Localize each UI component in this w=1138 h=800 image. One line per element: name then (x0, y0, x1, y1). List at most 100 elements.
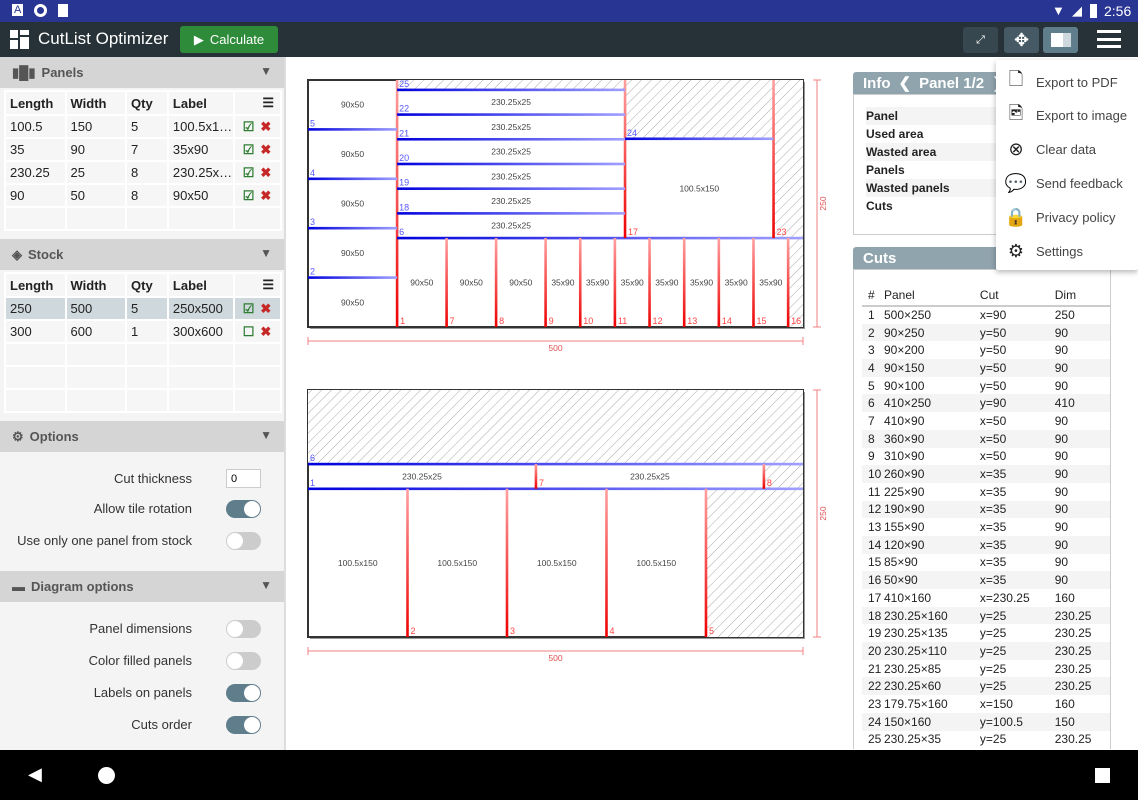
cell[interactable]: 230.25 (6, 162, 65, 183)
empty-cell[interactable] (66, 390, 126, 411)
checkbox-checked-icon[interactable]: ☑ (242, 187, 255, 203)
recents-icon[interactable] (1095, 768, 1110, 783)
cell[interactable]: 35x90 (168, 139, 233, 160)
cell[interactable]: 90 (66, 139, 126, 160)
empty-cell[interactable] (127, 344, 167, 365)
checkbox-checked-icon[interactable]: ☑ (242, 300, 255, 316)
delete-icon[interactable]: ✖ (260, 323, 272, 339)
empty-cell[interactable] (66, 208, 126, 229)
cell[interactable]: 300x600 (168, 321, 233, 342)
toggle-panel-button[interactable] (1043, 27, 1078, 53)
cell: 410×90 (884, 413, 925, 428)
cell: 230.25 (1054, 677, 1110, 696)
table-row[interactable]: 35 90 7 35x90 ☑ ✖ (6, 139, 280, 160)
delete-icon[interactable]: ✖ (260, 164, 272, 180)
cell[interactable]: 5 (127, 298, 167, 319)
delete-icon[interactable]: ✖ (260, 118, 272, 134)
prev-panel-button[interactable]: ❮ (898, 75, 912, 92)
diagram-option-toggle[interactable] (226, 716, 261, 734)
menu-button[interactable] (1097, 30, 1121, 48)
delete-icon[interactable]: ✖ (260, 141, 272, 157)
back-icon[interactable]: ◀ (28, 764, 42, 784)
panels-section-header[interactable]: ▮█▮ Panels ▼ (0, 57, 284, 88)
allow-rotation-toggle[interactable] (226, 500, 261, 518)
table-row[interactable]: 300 600 1 300x600 ☐ ✖ (6, 321, 280, 342)
menu-item[interactable]: 🗋 Export to PDF (996, 65, 1138, 99)
empty-cell[interactable] (66, 367, 126, 388)
menu-item[interactable]: 🖻 Export to image (996, 99, 1138, 133)
options-section-header[interactable]: ⚙ Options ▼ (0, 421, 284, 452)
cell[interactable]: 5 (127, 116, 167, 137)
diagram-options-section-header[interactable]: ▬ Diagram options ▼ (0, 571, 284, 602)
cell[interactable]: 230.25x… (168, 162, 233, 183)
diagram-option-toggle[interactable] (226, 620, 261, 638)
empty-cell[interactable] (6, 344, 65, 365)
empty-cell[interactable] (234, 208, 280, 229)
diagram-option-toggle[interactable] (226, 652, 261, 670)
cell[interactable]: 25 (66, 162, 126, 183)
empty-row[interactable] (6, 344, 280, 365)
table-menu-button[interactable]: ☰ (234, 92, 280, 114)
empty-row[interactable] (6, 390, 280, 411)
home-icon[interactable] (98, 767, 115, 784)
menu-item[interactable]: 🔒 Privacy policy (996, 200, 1138, 234)
diagram-option-toggle[interactable] (226, 684, 261, 702)
empty-cell[interactable] (168, 344, 233, 365)
delete-icon[interactable]: ✖ (260, 300, 272, 316)
empty-cell[interactable] (234, 367, 280, 388)
empty-cell[interactable] (234, 390, 280, 411)
one-panel-toggle[interactable] (226, 532, 261, 550)
cell[interactable]: 100.5x1… (168, 116, 233, 137)
stock-section-header[interactable]: ◈ Stock ▼ (0, 239, 284, 270)
cell[interactable]: 90x50 (168, 185, 233, 206)
delete-icon[interactable]: ✖ (260, 187, 272, 203)
menu-item[interactable]: 💬 Send feedback (996, 166, 1138, 200)
waste-area (773, 80, 803, 239)
empty-row[interactable] (6, 208, 280, 229)
empty-cell[interactable] (6, 208, 65, 229)
cell[interactable]: 600 (66, 321, 126, 342)
cell[interactable]: 8 (127, 185, 167, 206)
cell[interactable]: 250 (6, 298, 65, 319)
empty-cell[interactable] (168, 208, 233, 229)
empty-cell[interactable] (6, 367, 65, 388)
cell: 23 (868, 696, 882, 711)
cell[interactable]: 150 (66, 116, 126, 137)
cell[interactable]: 90 (6, 185, 65, 206)
empty-cell[interactable] (127, 367, 167, 388)
empty-cell[interactable] (127, 390, 167, 411)
cell[interactable]: 7 (127, 139, 167, 160)
table-row[interactable]: 90 50 8 90x50 ☑ ✖ (6, 185, 280, 206)
cell[interactable]: 1 (127, 321, 167, 342)
cell[interactable]: 50 (66, 185, 126, 206)
table-row[interactable]: 100.5 150 5 100.5x1… ☑ ✖ (6, 116, 280, 137)
empty-cell[interactable] (234, 344, 280, 365)
cell[interactable]: 100.5 (6, 116, 65, 137)
cell: 230.25×60 (884, 677, 980, 696)
menu-item[interactable]: ⊗ Clear data (996, 133, 1138, 167)
pan-button[interactable]: ✥ (1004, 27, 1039, 53)
table-row[interactable]: 250 500 5 250x500 ☑ ✖ (6, 298, 280, 319)
empty-cell[interactable] (66, 344, 126, 365)
checkbox-checked-icon[interactable]: ☑ (242, 164, 255, 180)
checkbox-empty-icon[interactable]: ☐ (242, 323, 255, 339)
calculate-button[interactable]: ▶ Calculate (180, 26, 278, 53)
cut-thickness-input[interactable] (226, 469, 261, 488)
cell[interactable]: 8 (127, 162, 167, 183)
cell[interactable]: 500 (66, 298, 126, 319)
empty-cell[interactable] (168, 367, 233, 388)
menu-item[interactable]: ⚙ Settings (996, 234, 1138, 268)
cell: 230.25×135 (884, 626, 948, 641)
fullscreen-button[interactable]: ⤢ (963, 27, 998, 53)
checkbox-checked-icon[interactable]: ☑ (242, 141, 255, 157)
table-row[interactable]: 230.25 25 8 230.25x… ☑ ✖ (6, 162, 280, 183)
empty-cell[interactable] (127, 208, 167, 229)
table-menu-button[interactable]: ☰ (234, 274, 280, 296)
cell[interactable]: 300 (6, 321, 65, 342)
empty-row[interactable] (6, 367, 280, 388)
cell[interactable]: 35 (6, 139, 65, 160)
cell[interactable]: 250x500 (168, 298, 233, 319)
empty-cell[interactable] (168, 390, 233, 411)
checkbox-checked-icon[interactable]: ☑ (242, 118, 255, 134)
empty-cell[interactable] (6, 390, 65, 411)
